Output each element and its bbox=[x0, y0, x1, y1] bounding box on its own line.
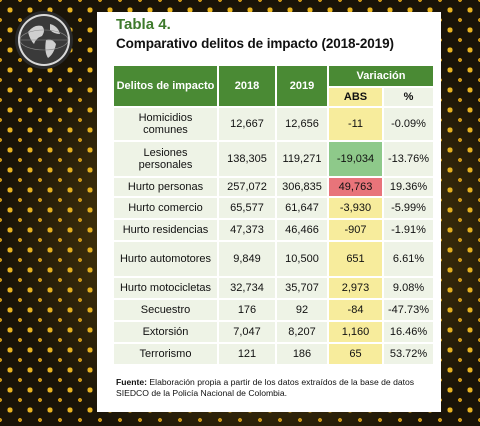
cell-abs: -11 bbox=[329, 108, 382, 140]
cell-pct: -1.91% bbox=[384, 220, 434, 240]
cell-2019: 92 bbox=[277, 300, 327, 320]
cell-abs: 1,160 bbox=[329, 322, 382, 342]
header-pct: % bbox=[384, 88, 434, 106]
header-abs: ABS bbox=[329, 88, 382, 106]
cell-crime: Hurto comercio bbox=[114, 198, 217, 218]
cell-pct: 16.46% bbox=[384, 322, 434, 342]
table-row: Hurto residencias 47,373 46,466 -907 -1.91% bbox=[114, 220, 434, 240]
cell-2018: 32,734 bbox=[219, 278, 275, 298]
cell-crime: Hurto motocicletas bbox=[114, 278, 217, 298]
crime-table: Delitos de impacto 2018 2019 Variación A… bbox=[112, 64, 435, 366]
header-2018: 2018 bbox=[219, 66, 275, 106]
cell-crime: Extorsión bbox=[114, 322, 217, 342]
cell-2019: 306,835 bbox=[277, 178, 327, 196]
cell-abs: -3,930 bbox=[329, 198, 382, 218]
cell-pct: 53.72% bbox=[384, 344, 434, 364]
cell-2019: 186 bbox=[277, 344, 327, 364]
cell-2018: 47,373 bbox=[219, 220, 275, 240]
cell-abs: 2,973 bbox=[329, 278, 382, 298]
table-row: Hurto comercio 65,577 61,647 -3,930 -5.99% bbox=[114, 198, 434, 218]
cell-pct: 9.08% bbox=[384, 278, 434, 298]
table-label: Tabla 4. bbox=[116, 16, 171, 33]
header-crime: Delitos de impacto bbox=[114, 66, 217, 106]
table-row: Terrorismo 121 186 65 53.72% bbox=[114, 344, 434, 364]
cell-2018: 12,667 bbox=[219, 108, 275, 140]
cell-crime: Terrorismo bbox=[114, 344, 217, 364]
cell-2018: 138,305 bbox=[219, 142, 275, 176]
cell-pct: -13.76% bbox=[384, 142, 434, 176]
cell-2018: 257,072 bbox=[219, 178, 275, 196]
header-variation: Variación bbox=[329, 66, 434, 86]
cell-2018: 9,849 bbox=[219, 242, 275, 276]
table-row: Hurto automotores 9,849 10,500 651 6.61% bbox=[114, 242, 434, 276]
table-row: Hurto motocicletas 32,734 35,707 2,973 9.08% bbox=[114, 278, 434, 298]
table-row: Homicidios comunes 12,667 12,656 -11 -0.09% bbox=[114, 108, 434, 140]
header-2019: 2019 bbox=[277, 66, 327, 106]
cell-pct: -5.99% bbox=[384, 198, 434, 218]
cell-abs: 651 bbox=[329, 242, 382, 276]
cell-2018: 65,577 bbox=[219, 198, 275, 218]
cell-2018: 121 bbox=[219, 344, 275, 364]
globe-icon bbox=[15, 11, 73, 69]
table-row: Extorsión 7,047 8,207 1,160 16.46% bbox=[114, 322, 434, 342]
cell-abs: 65 bbox=[329, 344, 382, 364]
cell-crime: Lesiones personales bbox=[114, 142, 217, 176]
source-label: Fuente: bbox=[116, 377, 148, 387]
cell-2019: 35,707 bbox=[277, 278, 327, 298]
cell-2018: 176 bbox=[219, 300, 275, 320]
table-title: Comparativo delitos de impacto (2018-201… bbox=[116, 36, 394, 51]
cell-2019: 12,656 bbox=[277, 108, 327, 140]
cell-2019: 10,500 bbox=[277, 242, 327, 276]
cell-pct: -0.09% bbox=[384, 108, 434, 140]
cell-crime: Hurto personas bbox=[114, 178, 217, 196]
source-text: Elaboración propia a partir de los datos… bbox=[116, 377, 415, 398]
cell-pct: -47.73% bbox=[384, 300, 434, 320]
cell-pct: 19.36% bbox=[384, 178, 434, 196]
table-row: Secuestro 176 92 -84 -47.73% bbox=[114, 300, 434, 320]
cell-abs: -19,034 bbox=[329, 142, 382, 176]
cell-2019: 8,207 bbox=[277, 322, 327, 342]
table-row: Hurto personas 257,072 306,835 49,763 19.36% bbox=[114, 178, 434, 196]
cell-2019: 61,647 bbox=[277, 198, 327, 218]
cell-abs: -84 bbox=[329, 300, 382, 320]
cell-2019: 119,271 bbox=[277, 142, 327, 176]
cell-crime: Hurto automotores bbox=[114, 242, 217, 276]
source-note: Fuente: Elaboración propia a partir de l… bbox=[116, 377, 432, 399]
cell-crime: Hurto residencias bbox=[114, 220, 217, 240]
cell-pct: 6.61% bbox=[384, 242, 434, 276]
cell-abs: -907 bbox=[329, 220, 382, 240]
cell-abs: 49,763 bbox=[329, 178, 382, 196]
cell-2019: 46,466 bbox=[277, 220, 327, 240]
cell-crime: Secuestro bbox=[114, 300, 217, 320]
table-row: Lesiones personales 138,305 119,271 -19,034… bbox=[114, 142, 434, 176]
cell-2018: 7,047 bbox=[219, 322, 275, 342]
cell-crime: Homicidios comunes bbox=[114, 108, 217, 140]
